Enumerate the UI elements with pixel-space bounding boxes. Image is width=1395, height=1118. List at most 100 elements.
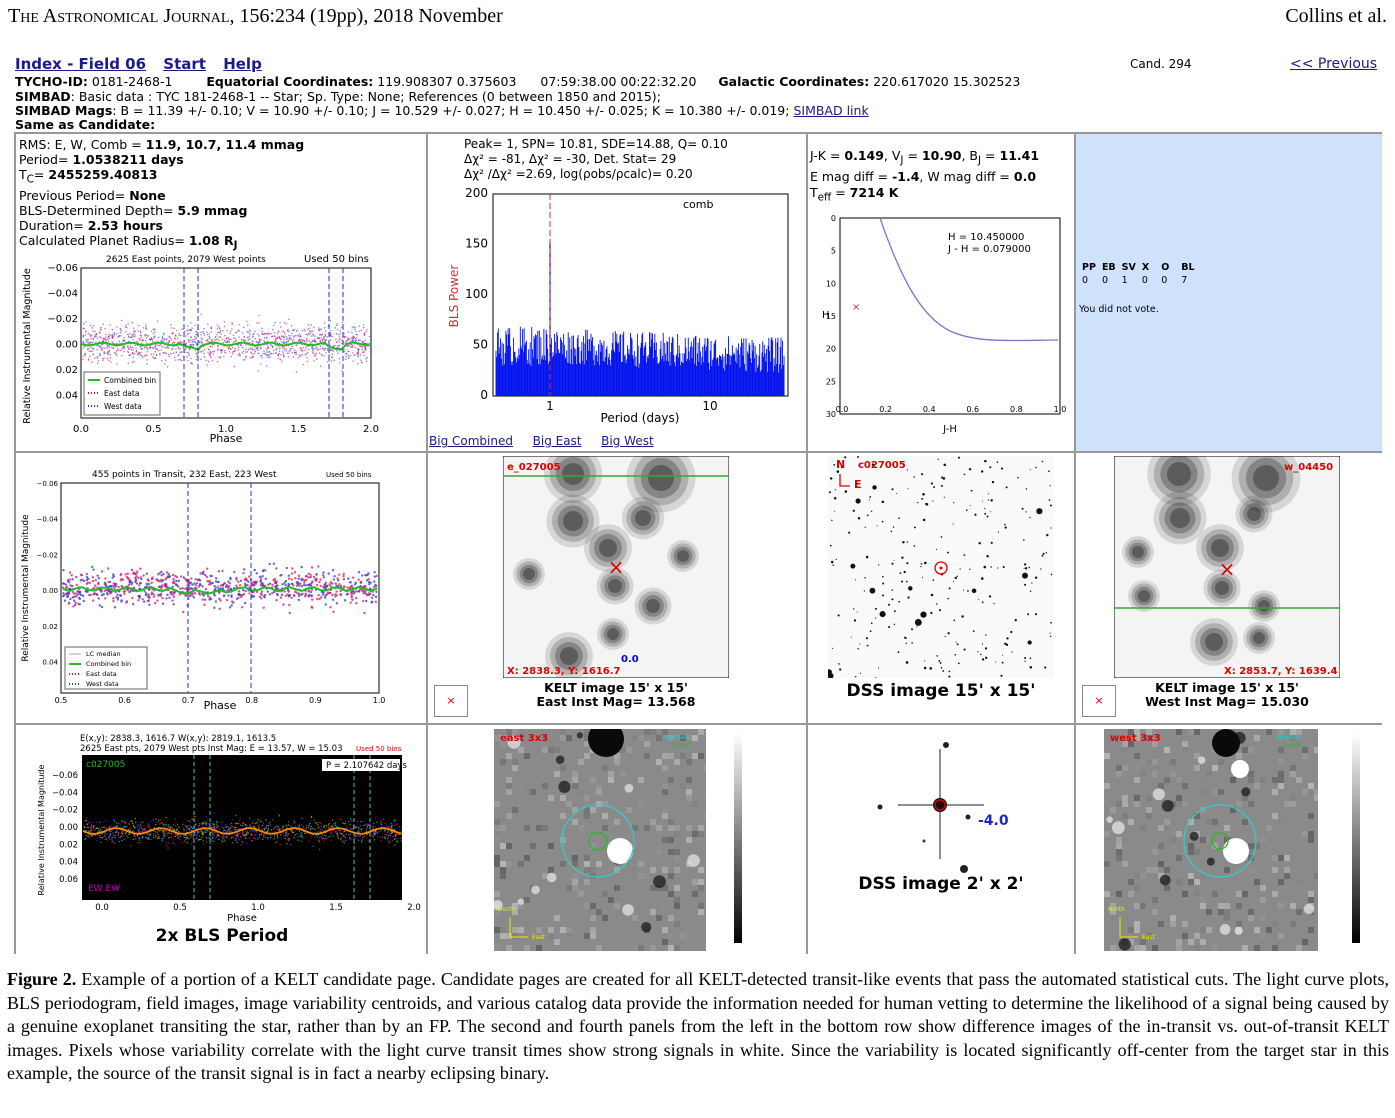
simbad-link[interactable]: SIMBAD link xyxy=(793,103,869,118)
east-east: East xyxy=(532,934,546,941)
lc-y-tick: 0.04 xyxy=(56,391,78,402)
radius-sub: J xyxy=(233,239,238,251)
transit-lc-plot: 455 points in Transit, 232 East, 223 Wes… xyxy=(21,470,385,712)
cm-xlabel: J-H xyxy=(942,424,957,435)
2x-ew: EW EW xyxy=(88,884,120,894)
panel-color-mag: J-K = 0.149, VJ = 10.90, BJ = 11.41 E ma… xyxy=(808,134,1074,451)
2x-y-tick: −0.04 xyxy=(52,788,78,798)
vote-x-value: 0 xyxy=(1141,275,1148,286)
2x-info-2: 2625 East pts, 2079 West pts Inst Mag: E… xyxy=(80,744,343,754)
transit-y-tick: 0.02 xyxy=(42,623,58,631)
vote-bl-value: 7 xyxy=(1181,275,1188,286)
prev-period-label: Previous Period= xyxy=(19,187,130,203)
vj-value: 10.90 xyxy=(921,148,962,163)
bj-label: , B xyxy=(961,148,978,163)
lc-y-tick: −0.04 xyxy=(47,289,78,300)
cm-y-tick: 10 xyxy=(826,279,836,288)
transit-y-tick: −0.06 xyxy=(37,480,59,488)
kelt-west-image: × w_04450 X: 2853.7, Y: 1639.4 xyxy=(1114,456,1340,678)
lc-x-tick: 1.0 xyxy=(218,424,234,435)
transit-y-tick: 0.04 xyxy=(42,659,58,667)
start-link[interactable]: Start xyxy=(163,55,206,73)
simbad-mags: : B = 11.39 +/- 0.10; V = 10.90 +/- 0.10… xyxy=(112,103,790,118)
east-north: North xyxy=(498,906,515,913)
lc-xlabel: Phase xyxy=(210,432,243,445)
eq-sexagesimal: 07:59:38.00 00:22:32.20 xyxy=(540,74,697,89)
tc-value: 2455259.40813 xyxy=(48,167,158,182)
legend-combined-bin: Combined bin xyxy=(86,660,131,668)
previous-link[interactable]: << Previous xyxy=(1290,56,1378,72)
figure-text: Example of a portion of a KELT candidate… xyxy=(7,969,1389,1084)
bls-y-tick: 50 xyxy=(473,338,488,352)
dss-east: E xyxy=(854,478,862,491)
east-label: e_027005 xyxy=(507,462,561,473)
big-west-link[interactable]: Big West xyxy=(601,434,654,448)
svg-text:×: × xyxy=(1219,557,1236,581)
transit-x-tick: 0.7 xyxy=(182,696,195,705)
teff-eq: = xyxy=(831,184,850,200)
bls-plot: comb 200 150 100 50 0 1 10 BLS Power Period (… xyxy=(447,186,789,425)
wmag-label: , W mag diff = xyxy=(919,168,1014,184)
2x-caption: 2x BLS Period xyxy=(156,926,289,946)
svg-text:×: × xyxy=(608,555,625,579)
transit-y-tick: −0.04 xyxy=(37,516,59,524)
east-diff-label: east 3x3 xyxy=(500,733,548,744)
cm-y-tick: 30 xyxy=(826,410,836,419)
west-diff-label: west 3x3 xyxy=(1110,733,1161,744)
svg-text:×: × xyxy=(852,302,860,313)
lc-x-tick: 2.0 xyxy=(363,424,379,435)
2x-x-tick: 0.5 xyxy=(173,903,187,913)
west-coord: X: 2853.7, Y: 1639.4 xyxy=(1224,666,1338,677)
h-annotation: H = 10.450000 xyxy=(948,232,1024,243)
bls-y-tick: 200 xyxy=(465,186,488,200)
jk-label: J-K = xyxy=(810,148,845,163)
cm-y-tick: 5 xyxy=(831,247,836,256)
teff-label: T xyxy=(810,184,818,200)
big-east-link[interactable]: Big East xyxy=(532,434,582,448)
west-target: target xyxy=(1284,742,1303,749)
east-val: 0.0 xyxy=(621,654,639,665)
cm-ylabel: H xyxy=(822,310,830,321)
emag-label: E mag diff = xyxy=(810,168,893,184)
dss-2-caption: DSS image 2' x 2' xyxy=(858,874,1024,894)
vote-bl-header: BL xyxy=(1181,262,1195,273)
bls-legend: comb xyxy=(683,198,713,211)
tc-label: T xyxy=(19,167,27,182)
bls-x-tick: 1 xyxy=(546,399,554,413)
cm-y-tick: 20 xyxy=(826,345,836,354)
bls-y-tick: 100 xyxy=(465,287,488,301)
radius-label: Calculated Planet Radius= xyxy=(19,232,189,248)
vote-eb-value: 0 xyxy=(1101,275,1108,286)
west-aperture: aperture xyxy=(1276,734,1302,741)
vote-o-value: 0 xyxy=(1161,275,1168,286)
2x-y-tick: 0.02 xyxy=(59,840,78,850)
dss-15-image: N c027005 E xyxy=(828,456,1054,678)
dss-north: N xyxy=(836,458,845,471)
east-aperture: aperture xyxy=(664,734,690,741)
lc-bins: Used 50 bins xyxy=(304,254,369,265)
east-marker-box: × xyxy=(434,685,468,717)
index-link[interactable]: Index - Field 06 xyxy=(15,55,147,73)
east-colorbar xyxy=(734,733,742,943)
west-colorbar xyxy=(1352,733,1360,943)
same-as-candidate: Same as Candidate: xyxy=(15,117,156,132)
rms-label: RMS: E, W, Comb = xyxy=(19,137,146,152)
2x-bls-plot: E(x,y): 2838.3, 1616.7 W(x,y): 2819.1, 1… xyxy=(37,734,421,946)
east-target: target xyxy=(672,742,691,749)
cm-x-tick: 0.8 xyxy=(1010,405,1023,414)
dss-2-image: -4.0 xyxy=(828,729,1054,899)
dss-2-val: -4.0 xyxy=(978,813,1009,829)
simbad-mags-label: SIMBAD Mags xyxy=(15,103,113,118)
vote-message: You did not vote. xyxy=(1079,304,1159,315)
transit-x-tick: 0.5 xyxy=(55,696,68,705)
lightcurve-plot: 2625 East points, 2079 West points Used … xyxy=(22,254,379,445)
simbad-label: SIMBAD xyxy=(15,89,71,104)
west-east: East xyxy=(1142,934,1156,941)
transit-y-tick: −0.02 xyxy=(37,551,58,559)
panel-bls-periodogram: Peak= 1, SPN= 10.81, SDE=14.88, Q= 0.10 … xyxy=(428,134,806,451)
cm-x-tick: 0.0 xyxy=(836,405,849,414)
vj-sub: J xyxy=(900,154,904,167)
2x-bins: Used 50 bins xyxy=(356,745,402,753)
help-link[interactable]: Help xyxy=(223,55,262,73)
big-combined-link[interactable]: Big Combined xyxy=(429,434,513,448)
